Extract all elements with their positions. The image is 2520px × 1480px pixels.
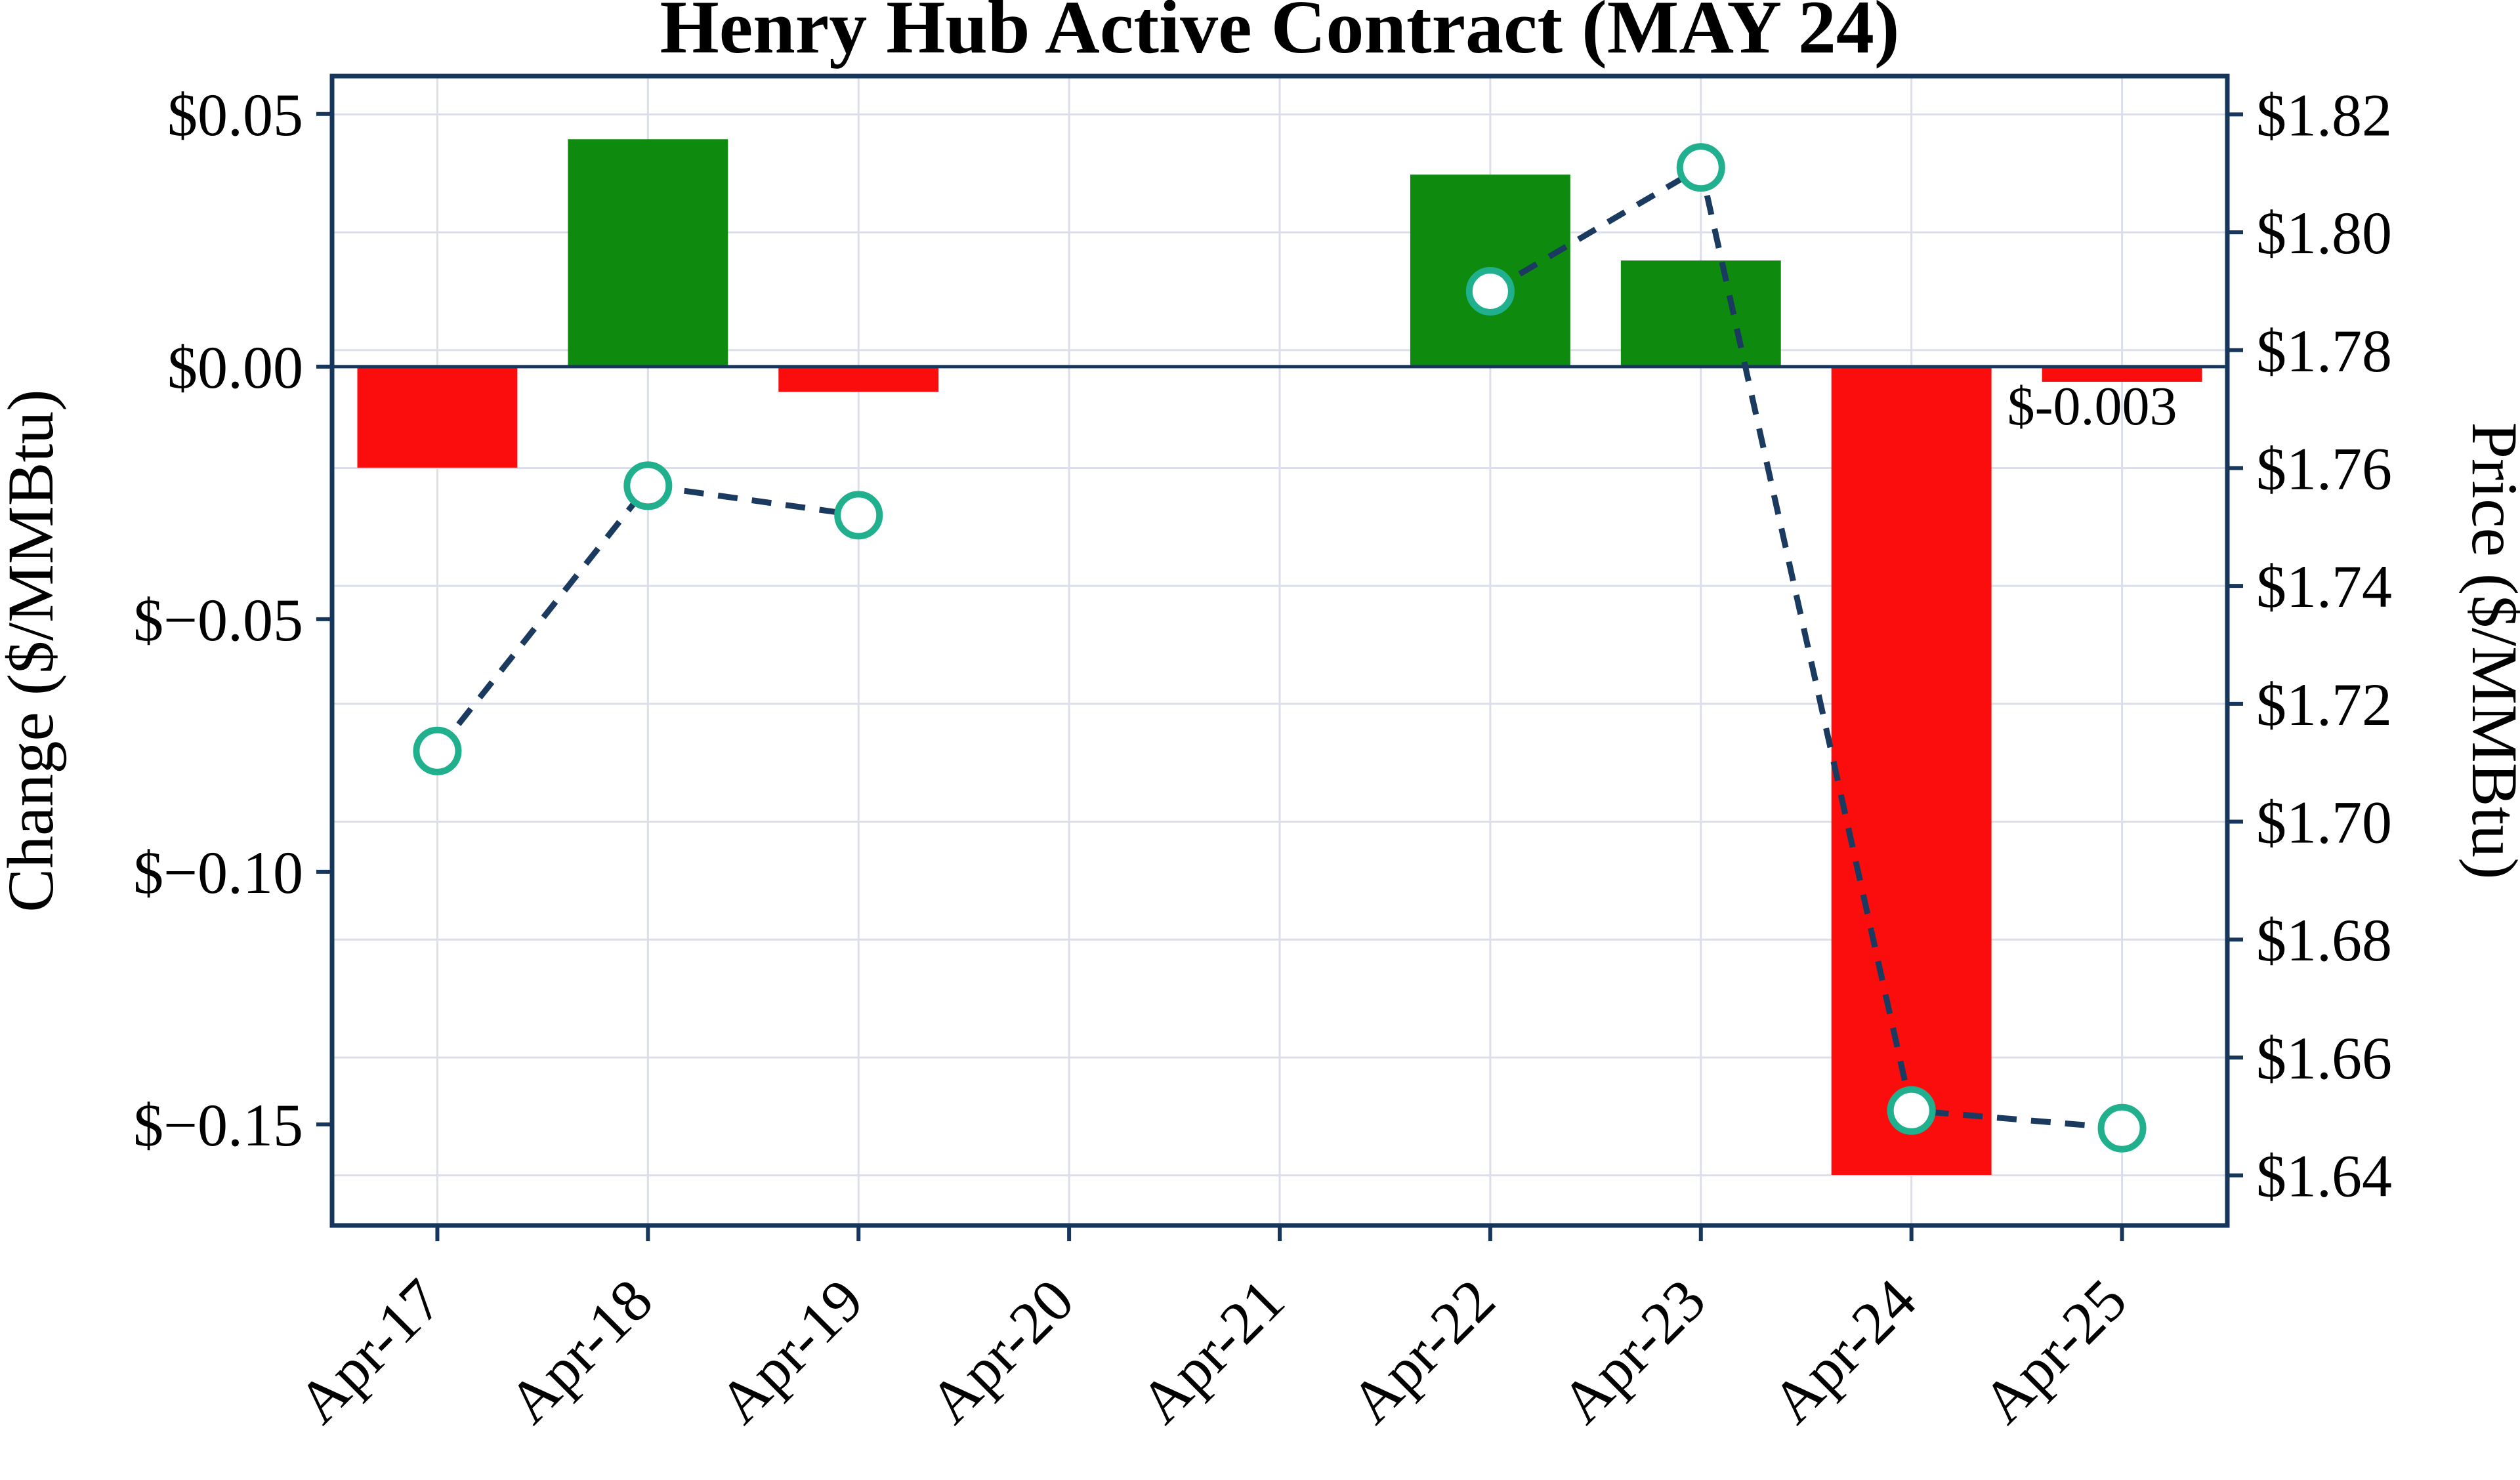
price-marker-Apr-19 (834, 491, 883, 540)
right-tick-label: $1.64 (2256, 1143, 2392, 1210)
bar-layer (357, 139, 2202, 1175)
axis-layer: $0.05 $0.00 $−0.05 $−0.10 $−0.15 $1.82 $1.80 $1… (133, 81, 2392, 1436)
left-axis-title: Change ($/MMBtu) (0, 389, 67, 912)
right-tick-label: $1.70 (2256, 789, 2392, 856)
chart-title: Henry Hub Active Contract (MAY 24) (660, 0, 1899, 70)
x-tick-label-Apr-25: Apr-25 (1969, 1266, 2139, 1436)
right-tick-label: $1.76 (2256, 435, 2392, 502)
x-tick-label-Apr-17: Apr-17 (285, 1266, 455, 1436)
change-bar-Apr-17 (357, 366, 518, 468)
x-tick-label-Apr-20: Apr-20 (917, 1266, 1087, 1436)
x-tick-label-Apr-22: Apr-22 (1337, 1266, 1507, 1436)
price-marker-Apr-24 (1887, 1086, 1936, 1135)
price-marker-Apr-22 (1465, 266, 1515, 316)
right-tick-label: $1.66 (2256, 1025, 2392, 1092)
right-axis-title: Price ($/MMBtu) (2458, 422, 2520, 879)
price-line-layer (434, 163, 2122, 1132)
x-tick-label-Apr-19: Apr-19 (706, 1266, 876, 1436)
right-tick-label: $1.74 (2256, 553, 2392, 620)
change-bar-Apr-24 (1831, 366, 1992, 1175)
right-tick-label: $1.78 (2256, 318, 2392, 384)
price-marker-Apr-23 (1676, 143, 1725, 192)
price-line (434, 482, 859, 753)
right-tick-label: $1.68 (2256, 907, 2392, 974)
change-bar-Apr-18 (568, 139, 728, 367)
annotation-layer: $-0.003 (2007, 376, 2177, 437)
price-marker-Apr-25 (2097, 1103, 2147, 1153)
right-tick-label: $1.80 (2256, 199, 2392, 266)
x-tick-label-Apr-23: Apr-23 (1548, 1266, 1718, 1436)
left-tick-label: $−0.10 (133, 839, 303, 906)
right-tick-label: $1.72 (2256, 671, 2392, 738)
left-tick-label: $−0.15 (133, 1092, 303, 1159)
x-tick-label-Apr-21: Apr-21 (1127, 1266, 1297, 1436)
left-tick-label: $−0.05 (133, 586, 303, 653)
right-tick-label: $1.82 (2256, 81, 2392, 148)
change-bar-Apr-23 (1620, 260, 1781, 367)
price-marker-Apr-17 (413, 726, 462, 775)
change-bar-Apr-25 (2042, 366, 2202, 382)
change-bar-Apr-19 (778, 366, 939, 392)
marker-layer (413, 143, 2147, 1153)
left-tick-label: $0.00 (167, 334, 303, 401)
price-line (1488, 163, 2122, 1132)
x-tick-label-Apr-18: Apr-18 (495, 1266, 665, 1436)
price-marker-Apr-18 (623, 461, 673, 510)
last-change-annotation: $-0.003 (2007, 376, 2177, 437)
x-tick-label-Apr-24: Apr-24 (1759, 1266, 1929, 1436)
left-tick-label: $0.05 (167, 81, 303, 148)
